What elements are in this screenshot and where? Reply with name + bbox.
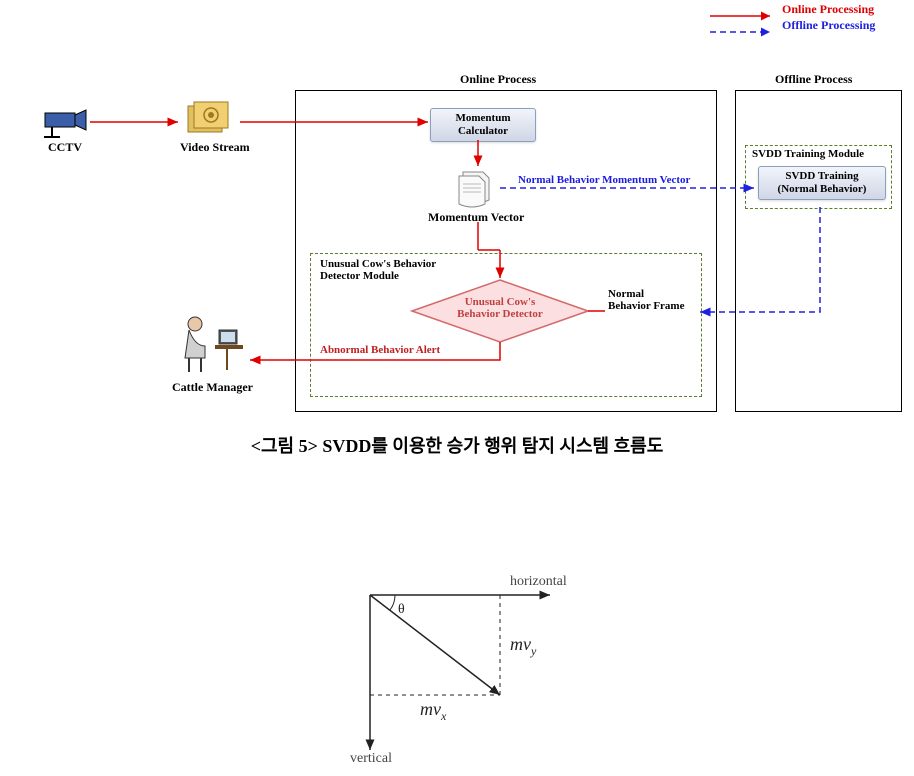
svg-text:mvx: mvx — [420, 699, 447, 723]
svg-text:mvy: mvy — [510, 634, 537, 658]
svg-text:θ: θ — [398, 602, 405, 617]
flow-arrows — [0, 0, 914, 420]
svg-text:vertical: vertical — [350, 751, 392, 765]
svg-text:horizontal: horizontal — [510, 574, 567, 589]
figure-caption: <그림 5> SVDD를 이용한 승가 행위 탐지 시스템 흐름도 — [0, 432, 914, 458]
vector-diagram: θ horizontal vertical mvy mvx — [330, 555, 590, 765]
